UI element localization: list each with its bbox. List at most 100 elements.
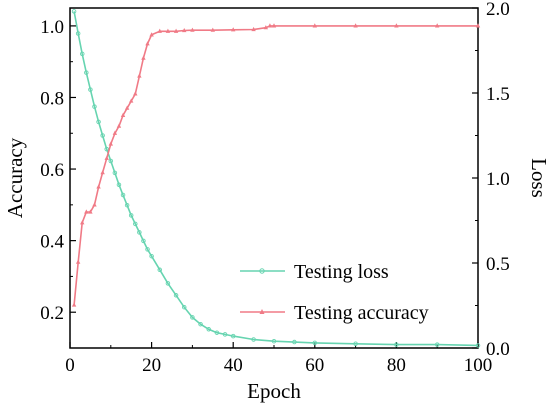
point-testing-accuracy-30 bbox=[271, 23, 277, 28]
point-testing-loss-4 bbox=[88, 87, 93, 92]
point-testing-loss-11 bbox=[116, 182, 122, 188]
point-testing-accuracy-14 bbox=[129, 98, 134, 103]
point-testing-accuracy-34 bbox=[435, 23, 440, 28]
point-testing-loss-29 bbox=[230, 333, 236, 339]
point-testing-accuracy-15 bbox=[133, 91, 138, 96]
ticks: 0 20 40 60 80 100 0.2 0.4 0.6 0.8 1.0 0.0 0.5 1.0 1.5 2… bbox=[40, 0, 510, 376]
x-tick-label-5: 100 bbox=[464, 355, 493, 376]
point-testing-loss-1 bbox=[75, 31, 81, 36]
point-testing-loss-12 bbox=[120, 192, 126, 198]
point-testing-accuracy-9 bbox=[108, 141, 113, 146]
point-testing-accuracy-13 bbox=[124, 105, 130, 110]
point-testing-loss-23 bbox=[181, 304, 187, 310]
point-testing-accuracy-23 bbox=[182, 27, 187, 33]
point-testing-loss-22 bbox=[173, 293, 179, 298]
left-axis-title: Accuracy bbox=[3, 137, 27, 218]
x-tick-label-0: 0 bbox=[65, 355, 75, 376]
point-testing-loss-14 bbox=[128, 213, 134, 218]
point-testing-loss-16 bbox=[137, 230, 142, 235]
point-testing-loss-33 bbox=[312, 340, 318, 346]
right-tick-label-2: 1.0 bbox=[486, 169, 510, 190]
point-testing-accuracy-12 bbox=[120, 112, 126, 117]
point-testing-accuracy-10 bbox=[112, 130, 118, 135]
point-testing-accuracy-26 bbox=[231, 27, 236, 32]
point-testing-loss-36 bbox=[434, 342, 440, 347]
point-testing-accuracy-8 bbox=[104, 155, 109, 160]
point-testing-accuracy-3 bbox=[84, 209, 89, 214]
point-testing-loss-27 bbox=[214, 330, 220, 335]
right-tick-label-1: 0.5 bbox=[486, 254, 510, 275]
point-testing-accuracy-17 bbox=[141, 55, 146, 60]
legend-marker-testing-accuracy bbox=[259, 309, 265, 314]
series-line-testing-accuracy bbox=[73, 25, 478, 306]
point-testing-accuracy-27 bbox=[251, 26, 256, 32]
point-testing-accuracy-22 bbox=[173, 28, 179, 33]
point-testing-loss-7 bbox=[100, 133, 105, 138]
point-testing-loss-6 bbox=[96, 119, 101, 125]
x-tick-label-4: 80 bbox=[387, 355, 406, 376]
point-testing-loss-0 bbox=[71, 9, 77, 14]
point-testing-accuracy-0 bbox=[71, 302, 77, 307]
point-testing-loss-26 bbox=[206, 327, 211, 332]
x-axis-title: Epoch bbox=[247, 379, 301, 403]
x-tick-label-1: 20 bbox=[142, 355, 161, 376]
point-testing-loss-10 bbox=[112, 170, 118, 176]
series-group bbox=[71, 9, 481, 348]
point-testing-accuracy-19 bbox=[149, 32, 154, 37]
point-testing-loss-32 bbox=[292, 339, 297, 345]
legend-label-testing-loss: Testing loss bbox=[294, 261, 389, 283]
left-tick-label-4: 1.0 bbox=[40, 17, 64, 38]
plot-frame bbox=[69, 7, 479, 349]
legend-label-testing-accuracy: Testing accuracy bbox=[294, 302, 429, 324]
point-testing-accuracy-4 bbox=[88, 209, 93, 214]
point-testing-loss-34 bbox=[353, 341, 358, 347]
point-testing-accuracy-32 bbox=[353, 23, 358, 28]
point-testing-loss-20 bbox=[157, 267, 163, 273]
point-testing-loss-25 bbox=[198, 321, 203, 327]
point-testing-loss-9 bbox=[108, 158, 114, 164]
point-testing-loss-13 bbox=[124, 202, 130, 208]
right-tick-label-0: 0.0 bbox=[486, 339, 510, 360]
point-testing-accuracy-7 bbox=[100, 170, 105, 175]
point-testing-accuracy-24 bbox=[190, 27, 195, 32]
right-axis-title: Loss bbox=[527, 158, 550, 198]
point-testing-loss-15 bbox=[133, 221, 138, 227]
left-tick-label-0: 0.2 bbox=[40, 303, 64, 324]
point-testing-accuracy-20 bbox=[157, 28, 162, 33]
right-tick-label-4: 2.0 bbox=[486, 0, 510, 20]
x-tick-label-3: 60 bbox=[305, 355, 324, 376]
left-tick-label-3: 0.8 bbox=[40, 88, 64, 109]
point-testing-accuracy-33 bbox=[394, 23, 399, 28]
point-testing-loss-30 bbox=[251, 337, 256, 342]
point-testing-accuracy-1 bbox=[75, 259, 81, 264]
point-testing-loss-18 bbox=[145, 247, 150, 252]
point-testing-loss-2 bbox=[79, 51, 85, 57]
point-testing-accuracy-35 bbox=[475, 23, 481, 28]
x-tick-label-2: 40 bbox=[224, 355, 243, 376]
legend-marker-testing-loss bbox=[259, 268, 265, 274]
point-testing-accuracy-2 bbox=[80, 220, 85, 225]
point-testing-accuracy-31 bbox=[312, 23, 317, 28]
point-testing-loss-35 bbox=[394, 342, 399, 347]
point-testing-loss-3 bbox=[84, 70, 89, 75]
point-testing-loss-19 bbox=[149, 253, 154, 259]
point-testing-accuracy-16 bbox=[137, 73, 142, 78]
point-testing-loss-5 bbox=[92, 104, 97, 109]
point-testing-accuracy-29 bbox=[267, 23, 273, 28]
point-testing-accuracy-11 bbox=[116, 123, 122, 128]
point-testing-loss-17 bbox=[141, 238, 146, 244]
point-testing-accuracy-6 bbox=[96, 184, 101, 189]
point-testing-accuracy-25 bbox=[210, 27, 215, 32]
right-tick-label-3: 1.5 bbox=[486, 84, 510, 105]
point-testing-loss-24 bbox=[190, 315, 195, 320]
point-testing-loss-31 bbox=[271, 338, 277, 344]
point-testing-accuracy-28 bbox=[263, 25, 269, 30]
point-testing-accuracy-21 bbox=[165, 28, 171, 33]
legend: Testing loss Testing accuracy bbox=[240, 261, 429, 324]
left-tick-label-2: 0.6 bbox=[40, 160, 64, 181]
series-line-testing-loss bbox=[73, 11, 479, 347]
point-testing-loss-21 bbox=[165, 281, 171, 286]
point-testing-loss-37 bbox=[475, 343, 481, 348]
point-testing-accuracy-18 bbox=[145, 41, 150, 46]
